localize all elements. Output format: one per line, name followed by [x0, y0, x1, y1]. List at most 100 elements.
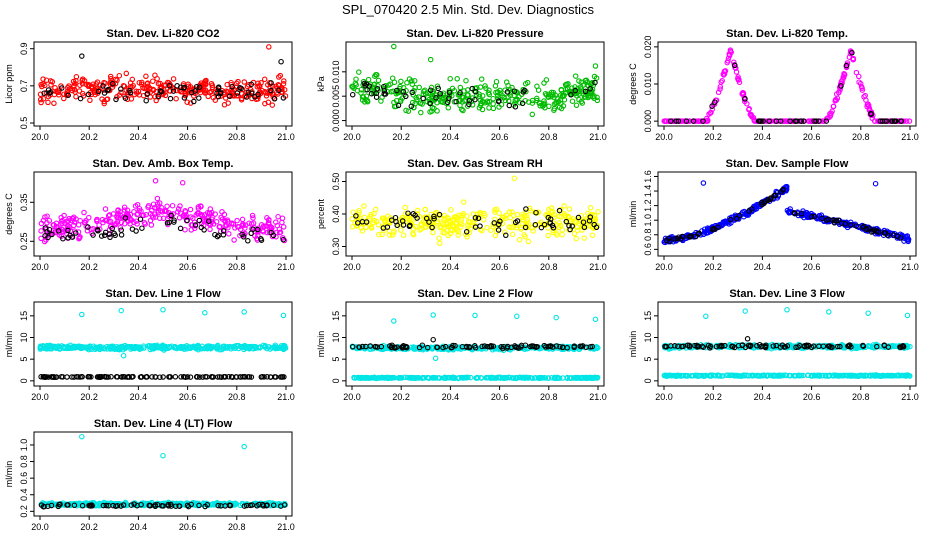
data-point — [98, 233, 105, 239]
data-point — [858, 84, 865, 90]
data-point — [521, 87, 528, 94]
x-tick-label: 20.8 — [852, 262, 870, 272]
y-tick-label: 0.4 — [19, 488, 29, 501]
data-point — [252, 233, 258, 239]
y-axis-label: degrees C — [628, 63, 638, 105]
data-point — [47, 89, 54, 95]
data-point — [472, 312, 478, 319]
data-point — [589, 79, 596, 86]
data-point — [427, 100, 433, 107]
data-point — [125, 214, 131, 220]
data-point — [502, 97, 509, 104]
data-point — [492, 232, 499, 239]
y-tick-label: 0.8 — [643, 229, 653, 242]
data-point — [404, 80, 410, 86]
data-point — [463, 77, 469, 84]
data-point — [242, 230, 248, 237]
data-point — [501, 95, 507, 101]
data-point — [280, 236, 287, 243]
data-point — [517, 99, 523, 106]
data-point — [280, 81, 287, 87]
data-point — [523, 206, 529, 212]
data-point — [198, 203, 204, 210]
x-tick-label: 20.8 — [228, 132, 246, 142]
data-point — [44, 219, 50, 226]
data-point — [536, 100, 543, 107]
data-point — [219, 216, 226, 222]
data-point — [454, 76, 460, 82]
y-tick-label: 1.2 — [643, 199, 653, 212]
y-tick-label: 0 — [643, 378, 653, 383]
data-point — [865, 310, 871, 316]
data-point — [208, 219, 215, 225]
y-axis-label: ml/min — [4, 461, 14, 488]
data-point — [394, 87, 400, 94]
x-tick-label: 20.8 — [852, 132, 870, 142]
data-point — [506, 102, 513, 109]
data-point — [148, 222, 155, 228]
data-point — [480, 217, 487, 223]
data-point — [440, 229, 446, 236]
panel-title: Stan. Dev. Line 2 Flow — [417, 288, 533, 300]
data-point — [129, 76, 136, 83]
data-point — [196, 84, 203, 90]
data-point — [420, 95, 426, 102]
data-point — [175, 206, 182, 212]
data-point — [520, 217, 526, 223]
y-tick-label: 1.4 — [643, 185, 653, 198]
data-point — [469, 85, 475, 92]
data-point — [375, 231, 382, 238]
data-point — [435, 85, 441, 92]
y-tick-label: 5 — [331, 357, 341, 362]
data-point — [122, 215, 129, 221]
data-point — [827, 110, 833, 117]
data-point — [163, 208, 169, 215]
data-point — [185, 81, 191, 88]
panel-title: Stan. Dev. Li-820 CO2 — [107, 28, 220, 40]
data-point — [138, 208, 144, 214]
x-tick-label: 20.4 — [442, 392, 460, 402]
data-point — [784, 307, 790, 313]
data-point — [543, 77, 550, 83]
data-point — [45, 93, 52, 100]
data-point — [446, 89, 453, 96]
x-tick-label: 20.6 — [179, 132, 197, 142]
data-point — [166, 83, 173, 89]
data-point — [177, 84, 184, 91]
data-point — [744, 336, 751, 342]
data-point — [120, 352, 127, 359]
data-point — [465, 218, 472, 225]
x-tick-label: 20.4 — [442, 132, 460, 142]
data-point — [872, 180, 879, 187]
data-point — [171, 219, 177, 225]
data-point — [573, 235, 579, 242]
data-point — [757, 118, 764, 124]
data-point — [216, 232, 222, 239]
data-point — [548, 208, 554, 215]
data-point — [182, 226, 188, 233]
data-point — [154, 201, 161, 207]
panel-title: Stan. Dev. Li-820 Temp. — [726, 28, 848, 40]
data-point — [400, 88, 407, 95]
data-point — [127, 89, 134, 96]
data-point — [131, 209, 137, 215]
data-point — [482, 212, 488, 219]
data-point — [217, 89, 224, 95]
data-point — [192, 222, 199, 228]
data-point — [479, 227, 485, 234]
data-point — [549, 222, 556, 229]
y-tick-label: 15 — [331, 311, 341, 321]
x-tick-label: 21.0 — [901, 392, 919, 402]
data-point — [177, 225, 184, 232]
data-point — [406, 223, 413, 230]
data-point — [712, 99, 718, 105]
data-point — [201, 227, 207, 233]
data-point — [454, 227, 461, 233]
page-title: SPL_070420 2.5 Min. Std. Dev. Diagnostic… — [342, 2, 594, 17]
data-point — [150, 87, 157, 94]
data-point — [507, 92, 514, 99]
data-point — [356, 69, 362, 75]
data-point — [95, 228, 101, 234]
data-point — [506, 209, 513, 215]
